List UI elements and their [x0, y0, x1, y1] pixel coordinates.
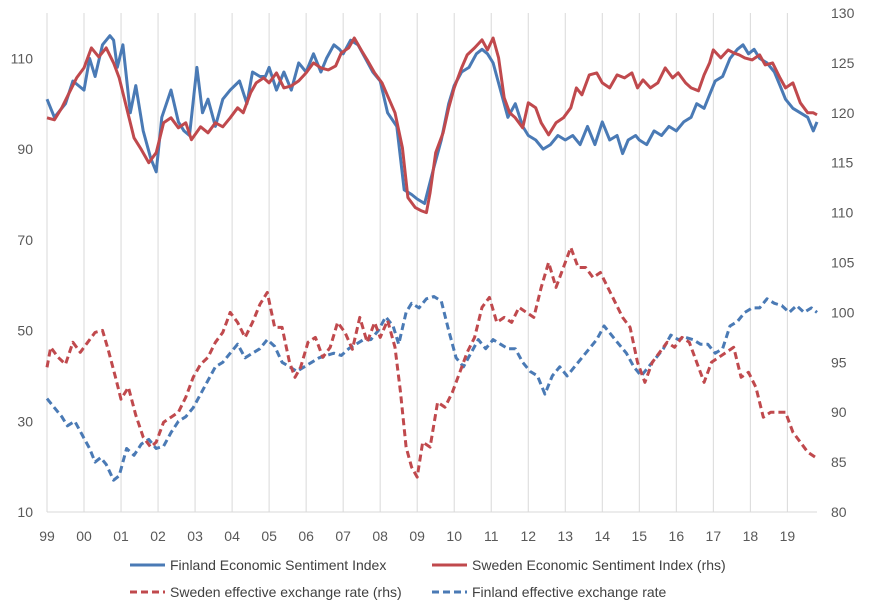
x-tick-label: 11: [484, 528, 499, 544]
x-axis-ticks: 99 00 01 02 03 04 05 06 07 08 09 10 11 12 13 14 15 16 17 18…: [39, 528, 795, 544]
legend-label: Sweden effective exchange rate (rhs): [170, 584, 402, 600]
x-tick-label: 01: [113, 528, 129, 544]
x-tick-label: 06: [298, 528, 314, 544]
y-left-tick-label: 30: [17, 413, 33, 429]
series-line-sweden-economic-sentiment-index-rhs: [46, 36, 818, 215]
x-tick-label: 19: [780, 528, 796, 544]
y-right-tick-label: 80: [831, 504, 847, 520]
y-left-tick-label: 90: [17, 141, 33, 157]
legend-label: Sweden Economic Sentiment Index (rhs): [472, 557, 726, 573]
series-line-finland-effective-exchange-rate: [45, 295, 818, 482]
x-tick-label: 14: [594, 528, 610, 544]
y-left-tick-label: 10: [17, 504, 33, 520]
x-tick-label: 10: [446, 528, 462, 544]
x-tick-label: 04: [224, 528, 240, 544]
y-right-tick-label: 100: [831, 304, 855, 320]
x-tick-label: 13: [557, 528, 573, 544]
right-axis-ticks: 80 85 90 95 100 105 110 115 120 125 130: [831, 5, 855, 520]
x-tick-label: 03: [187, 528, 203, 544]
x-tick-label: 16: [669, 528, 685, 544]
x-tick-label: 02: [150, 528, 166, 544]
left-axis-ticks: 10 30 50 70 90 110: [11, 50, 34, 520]
legend-label: Finland Economic Sentiment Index: [170, 557, 386, 573]
series-line-finland-economic-sentiment-index: [45, 34, 819, 205]
y-left-tick-label: 50: [17, 323, 33, 339]
y-right-tick-label: 125: [831, 55, 855, 71]
x-tick-label: 17: [706, 528, 722, 544]
y-right-tick-label: 105: [831, 255, 855, 271]
y-right-tick-label: 120: [831, 105, 855, 121]
y-left-tick-label: 70: [17, 232, 33, 248]
x-tick-label: 09: [409, 528, 425, 544]
x-tick-label: 00: [76, 528, 92, 544]
y-left-tick-label: 110: [11, 50, 34, 66]
gridlines: [46, 13, 817, 513]
x-tick-label: 15: [632, 528, 648, 544]
legend-label: Finland effective exchange rate: [472, 584, 667, 600]
legend: Finland Economic Sentiment Index Sweden E…: [130, 557, 726, 600]
x-tick-label: 18: [743, 528, 759, 544]
x-tick-label: 07: [335, 528, 351, 544]
y-right-tick-label: 95: [831, 354, 847, 370]
x-tick-label: 99: [39, 528, 55, 544]
y-right-tick-label: 110: [831, 205, 854, 221]
y-right-tick-label: 115: [831, 155, 854, 171]
y-right-tick-label: 85: [831, 454, 847, 470]
x-tick-label: 12: [520, 528, 536, 544]
y-right-tick-label: 90: [831, 404, 847, 420]
x-tick-label: 08: [372, 528, 388, 544]
y-right-tick-label: 130: [831, 5, 855, 21]
x-tick-label: 05: [261, 528, 277, 544]
series-line-sweden-effective-exchange-rate-rhs: [45, 246, 816, 479]
series-lines: [45, 34, 819, 482]
